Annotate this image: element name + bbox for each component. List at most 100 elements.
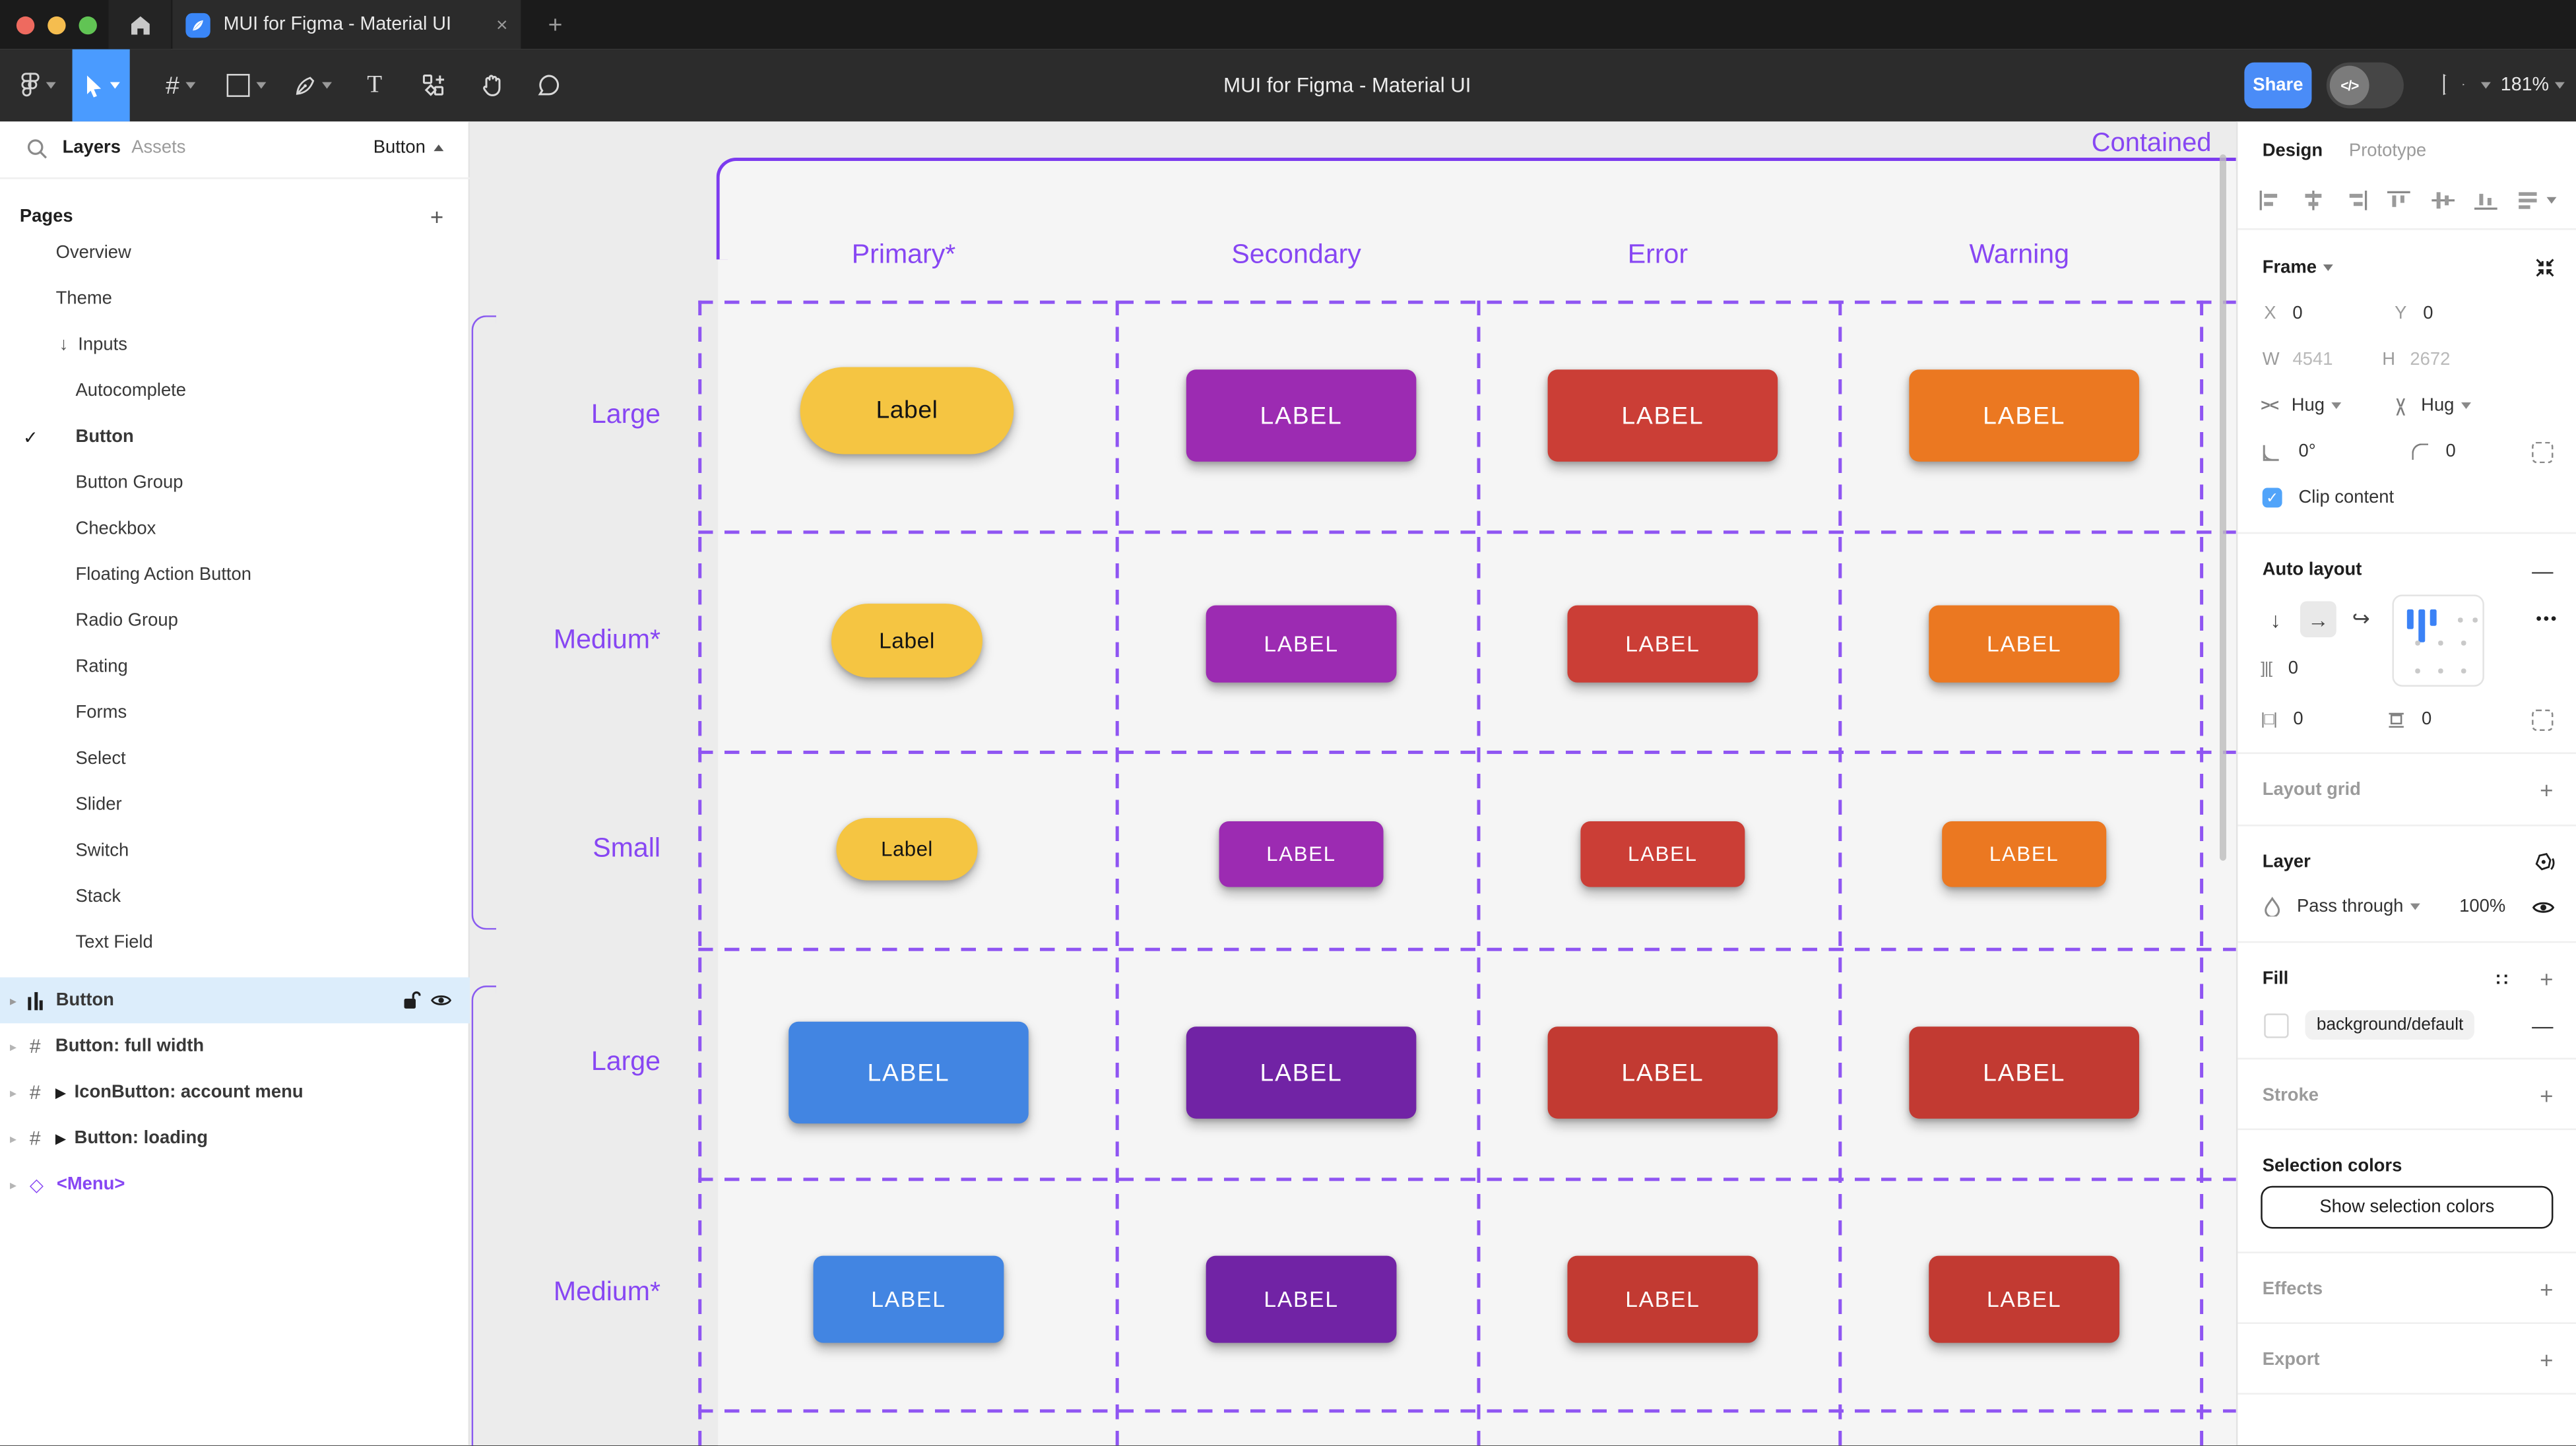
frame-title[interactable]: Contained [2091,129,2212,158]
add-effect-button[interactable]: + [2540,1276,2554,1303]
canvas[interactable]: Contained Primary* Secondary Error Warni… [470,121,2236,1446]
page-item-select[interactable]: Select [75,749,126,769]
fill-color-swatch[interactable] [2264,1013,2289,1038]
expand-chevron-icon[interactable]: ▸ [9,993,16,1008]
layer-row-menu-component[interactable]: ▸ ◇ <Menu> [0,1161,470,1207]
visible-eye-icon[interactable] [430,992,452,1009]
home-tab[interactable] [108,0,171,49]
tab-close-icon[interactable]: × [496,13,508,36]
tab-assets[interactable]: Assets [131,138,186,158]
shape-tool-button[interactable] [224,49,270,122]
vertical-padding-input[interactable]: 0 [2421,709,2432,730]
window-minimize-button[interactable] [48,15,66,34]
page-item-switch[interactable]: Switch [75,840,129,861]
button-warning-medium[interactable]: LABEL [1929,605,2120,683]
layer-visible-eye-icon[interactable] [2532,898,2555,916]
pen-tool-button[interactable] [289,49,335,122]
button-warning-large-contained[interactable]: LABEL [1909,1026,2139,1119]
button-error-medium-contained[interactable]: LABEL [1567,1255,1758,1343]
page-item-stack[interactable]: Stack [75,887,121,907]
page-item-button-group[interactable]: Button Group [75,473,183,493]
independent-padding-icon[interactable] [2532,708,2554,730]
add-layout-grid-button[interactable]: + [2540,776,2554,803]
present-options-chevron-icon[interactable] [2480,82,2491,89]
remove-fill-button[interactable]: — [2532,1013,2554,1038]
rotation-input[interactable]: 0° [2298,441,2316,462]
window-zoom-button[interactable] [79,15,97,34]
opacity-input[interactable]: 100% [2459,896,2506,917]
align-top-icon[interactable] [2388,191,2411,210]
align-h-center-icon[interactable] [2302,190,2325,210]
frame-tool-button[interactable]: # [158,49,204,122]
expand-chevron-icon[interactable]: ▸ [9,1131,16,1146]
button-secondary-large[interactable]: LABEL [1186,369,1417,462]
button-error-large[interactable]: LABEL [1547,369,1778,462]
page-jump-button[interactable]: Button [373,138,444,158]
button-warning-medium-contained[interactable]: LABEL [1929,1255,2120,1343]
page-item-radio-group[interactable]: Radio Group [75,611,178,631]
layer-row-iconbutton-account-menu[interactable]: ▸ # ▶ IconButton: account menu [0,1069,470,1116]
align-bottom-icon[interactable] [2474,191,2497,210]
horizontal-padding-input[interactable]: 0 [2293,709,2303,730]
y-input[interactable]: 0 [2423,303,2433,324]
page-item-checkbox[interactable]: Checkbox [75,519,156,539]
button-error-small[interactable]: LABEL [1580,821,1745,887]
page-item-forms[interactable]: Forms [75,703,127,723]
blend-mode-select[interactable]: Pass through [2297,896,2404,917]
button-primary-medium-contained[interactable]: LABEL [813,1255,1004,1343]
new-tab-button[interactable]: + [548,11,563,39]
expand-chevron-icon[interactable]: ▸ [9,1084,16,1100]
distribute-menu-button[interactable] [2517,191,2557,210]
unlock-icon[interactable] [402,990,421,1010]
add-fill-button[interactable]: + [2540,966,2554,992]
hand-tool-button[interactable] [472,49,511,122]
page-item-button[interactable]: ✓ Button [22,427,134,448]
x-input[interactable]: 0 [2292,303,2303,324]
add-export-button[interactable]: + [2540,1346,2554,1373]
direction-vertical-button[interactable]: ↓ [2270,607,2281,632]
button-secondary-medium[interactable]: LABEL [1206,605,1397,683]
button-primary-medium[interactable]: Label [831,604,983,678]
direction-wrap-button[interactable]: ↩ [2352,606,2370,631]
button-error-medium[interactable]: LABEL [1567,605,1758,683]
clip-content-checkbox[interactable]: ✓ [2262,487,2282,508]
hug-vertical-select[interactable]: Hug [2421,396,2455,416]
align-right-icon[interactable] [2345,190,2368,210]
page-item-fab[interactable]: Floating Action Button [75,565,252,585]
button-secondary-medium-contained[interactable]: LABEL [1206,1255,1397,1343]
gap-input[interactable]: 0 [2288,658,2298,679]
button-primary-large[interactable]: Label [800,367,1014,455]
show-selection-colors-button[interactable]: Show selection colors [2261,1185,2554,1229]
move-tool-button[interactable] [72,49,130,122]
add-stroke-button[interactable]: + [2540,1082,2554,1109]
blend-styles-icon[interactable] [2534,852,2555,873]
resources-tool-button[interactable] [414,49,453,122]
expand-chevron-icon[interactable]: ▸ [9,1177,16,1192]
present-button[interactable] [2443,74,2464,96]
page-item-overview[interactable]: Overview [55,243,131,263]
independent-corners-icon[interactable] [2532,441,2554,462]
page-item-autocomplete[interactable]: Autocomplete [75,381,187,401]
tab-design[interactable]: Design [2262,141,2323,162]
canvas-scrollbar[interactable] [2219,154,2226,861]
remove-auto-layout-button[interactable]: — [2532,557,2554,582]
fill-styles-icon[interactable]: :: [2495,969,2511,989]
page-item-text-field[interactable]: Text Field [75,933,153,953]
button-warning-large[interactable]: LABEL [1909,369,2139,462]
search-icon[interactable] [26,138,48,159]
button-secondary-small[interactable]: LABEL [1219,821,1384,887]
page-item-rating[interactable]: Rating [75,657,128,677]
button-primary-large-contained[interactable]: LABEL [789,1021,1029,1124]
direction-horizontal-button[interactable]: → [2300,601,2336,638]
hug-horizontal-select[interactable]: Hug [2291,396,2325,416]
fill-style-token[interactable]: background/default [2305,1010,2475,1040]
document-tab[interactable]: MUI for Figma - Material UI × [172,0,521,49]
window-close-button[interactable] [16,15,35,34]
expand-chevron-icon[interactable]: ▸ [9,1038,16,1054]
auto-layout-more-icon[interactable]: ••• [2536,610,2558,629]
add-page-button[interactable]: + [430,203,444,230]
align-left-icon[interactable] [2259,190,2282,210]
zoom-level[interactable]: 181% [2501,49,2565,122]
corner-radius-input[interactable]: 0 [2445,441,2456,462]
layer-row-button-full-width[interactable]: ▸ # Button: full width [0,1023,470,1069]
